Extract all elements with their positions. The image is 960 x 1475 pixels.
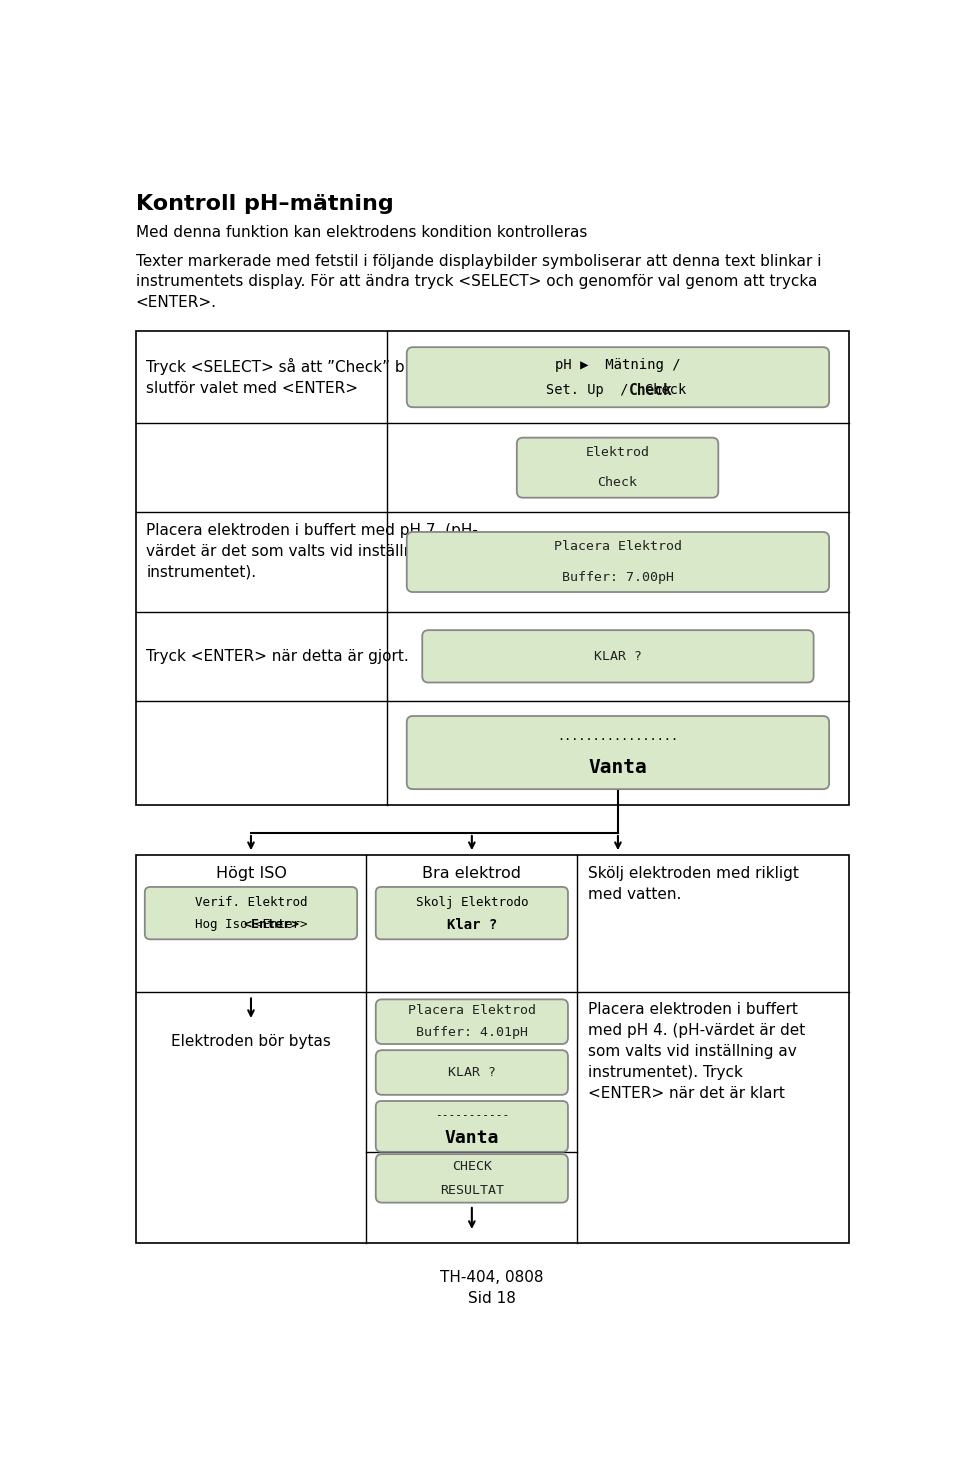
- Text: TH-404, 0808: TH-404, 0808: [441, 1270, 543, 1285]
- FancyBboxPatch shape: [375, 1000, 568, 1044]
- FancyBboxPatch shape: [375, 1153, 568, 1202]
- Text: Placera elektroden i buffert
med pH 4. (pH-värdet är det
som valts vid inställni: Placera elektroden i buffert med pH 4. (…: [588, 1003, 805, 1102]
- Text: pH ▶  Mätning /: pH ▶ Mätning /: [555, 358, 681, 372]
- Text: <Enter>: <Enter>: [243, 917, 300, 931]
- Text: Placera Elektrod: Placera Elektrod: [408, 1004, 536, 1018]
- Text: Texter markerade med fetstil i följande displaybilder symboliserar att denna tex: Texter markerade med fetstil i följande …: [135, 254, 821, 310]
- Text: Tryck <ENTER> när detta är gjort.: Tryck <ENTER> när detta är gjort.: [146, 649, 409, 664]
- Text: Check: Check: [597, 476, 637, 490]
- Text: Tryck <SELECT> så att ”Check” blinkar
slutför valet med <ENTER>: Tryck <SELECT> så att ”Check” blinkar sl…: [146, 358, 447, 397]
- FancyBboxPatch shape: [422, 630, 814, 683]
- FancyBboxPatch shape: [407, 347, 829, 407]
- Text: Med denna funktion kan elektrodens kondition kontrolleras: Med denna funktion kan elektrodens kondi…: [135, 224, 587, 240]
- FancyBboxPatch shape: [375, 886, 568, 940]
- Text: Högt ISO: Högt ISO: [216, 866, 286, 881]
- FancyBboxPatch shape: [407, 532, 829, 591]
- Text: Verif. Elektrod: Verif. Elektrod: [195, 897, 307, 909]
- Text: Skolj Elektrodo: Skolj Elektrodo: [416, 897, 528, 909]
- FancyBboxPatch shape: [516, 438, 718, 497]
- Text: Kontroll pH–mätning: Kontroll pH–mätning: [135, 193, 394, 214]
- Text: Sid 18: Sid 18: [468, 1291, 516, 1307]
- Text: Elektroden bör bytas: Elektroden bör bytas: [171, 1034, 331, 1049]
- Text: -----------: -----------: [435, 1111, 509, 1120]
- Text: Buffer: 7.00pH: Buffer: 7.00pH: [562, 571, 674, 584]
- Bar: [135, 330, 849, 804]
- FancyBboxPatch shape: [407, 715, 829, 789]
- Text: Skölj elektroden med rikligt
med vatten.: Skölj elektroden med rikligt med vatten.: [588, 866, 799, 903]
- Text: Elektrod: Elektrod: [586, 445, 650, 459]
- Text: Bra elektrod: Bra elektrod: [422, 866, 521, 881]
- FancyBboxPatch shape: [375, 1050, 568, 1094]
- Text: Vanta: Vanta: [588, 758, 647, 777]
- Bar: [135, 854, 849, 1243]
- Text: KLAR ?: KLAR ?: [448, 1066, 496, 1080]
- FancyBboxPatch shape: [145, 886, 357, 940]
- Text: Placera Elektrod: Placera Elektrod: [554, 540, 682, 553]
- Text: Placera elektroden i buffert med pH 7. (pH-
värdet är det som valts vid inställn: Placera elektroden i buffert med pH 7. (…: [146, 522, 478, 580]
- Text: RESULTAT: RESULTAT: [440, 1184, 504, 1198]
- Text: Set. Up  /  Check: Set. Up / Check: [546, 384, 686, 397]
- FancyBboxPatch shape: [375, 1100, 568, 1152]
- Text: CHECK: CHECK: [452, 1159, 492, 1173]
- Text: KLAR ?: KLAR ?: [594, 650, 642, 662]
- Text: Hog Iso <Enter>: Hog Iso <Enter>: [195, 917, 307, 931]
- Text: Klar ?: Klar ?: [446, 917, 497, 932]
- Text: Buffer: 4.01pH: Buffer: 4.01pH: [416, 1027, 528, 1040]
- Text: .................: .................: [558, 730, 679, 743]
- Text: Check: Check: [629, 384, 672, 398]
- Text: Vanta: Vanta: [444, 1128, 499, 1146]
